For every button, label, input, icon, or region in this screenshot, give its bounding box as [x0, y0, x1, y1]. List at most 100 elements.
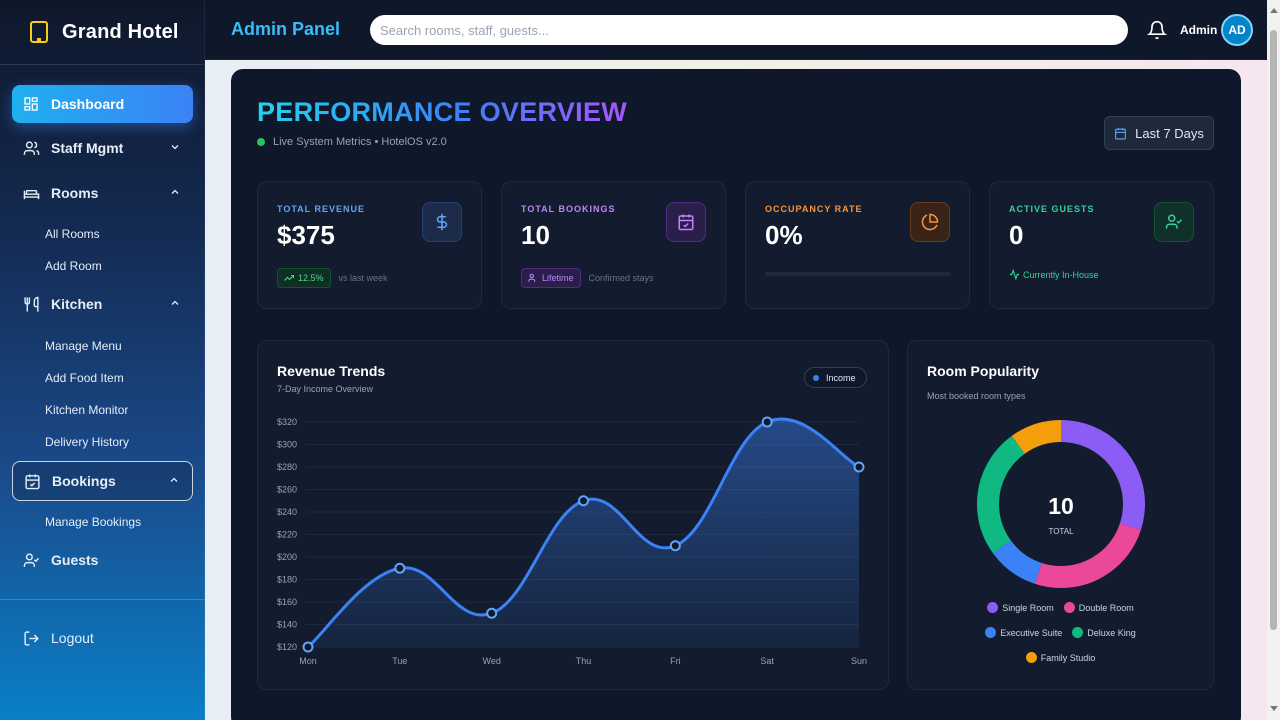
scroll-up-arrow-icon[interactable]	[1270, 8, 1278, 13]
sidebar-subitem-add-room[interactable]: Add Room	[45, 259, 102, 273]
y-tick-label: $260	[277, 485, 297, 495]
sidebar-item-label: Rooms	[51, 185, 99, 201]
stat-note: Confirmed stays	[588, 273, 654, 283]
legend-dot	[1063, 602, 1075, 613]
legend-dot	[1025, 652, 1037, 663]
chevron-up-icon	[171, 300, 179, 305]
page-title: Admin Panel	[231, 19, 341, 39]
stat-value: $375	[277, 220, 335, 250]
sidebar-subitem-add-food[interactable]: Add Food Item	[45, 371, 124, 385]
legend-label: Income	[826, 372, 856, 383]
legend-item[interactable]: Deluxe King	[1072, 627, 1136, 638]
trend-badge: 12.5%	[277, 268, 331, 288]
users-icon	[22, 139, 40, 157]
activity-icon	[1009, 269, 1020, 280]
income-area	[308, 419, 859, 647]
chart-legend[interactable]: Income	[804, 367, 867, 388]
logout-button[interactable]: Logout	[12, 619, 193, 657]
x-tick-label: Sun	[851, 656, 867, 666]
sidebar: Grand Hotel Dashboard Staff Mgmt Rooms A…	[0, 0, 205, 720]
legend-dot	[813, 374, 819, 381]
donut-center-label: TOTAL	[1048, 527, 1074, 536]
donut-slice	[977, 420, 1145, 588]
legend-item[interactable]: Executive Suite	[985, 627, 1062, 638]
scroll-thumb[interactable]	[1270, 30, 1277, 630]
stat-card-occupancy: OCCUPANCY RATE 0%	[745, 181, 970, 309]
revenue-chart-card: Revenue Trends 7-Day Income Overview Inc…	[257, 340, 889, 690]
popularity-chart-card: Room Popularity Most booked room types 1…	[907, 340, 1214, 690]
y-tick-label: $200	[277, 552, 297, 562]
legend-label: Executive Suite	[1000, 627, 1063, 638]
donut-slice	[977, 420, 1145, 588]
legend-dot	[985, 627, 997, 638]
search-input[interactable]	[370, 15, 1128, 45]
brand: Grand Hotel	[0, 0, 204, 65]
user-name: Admin	[1180, 23, 1218, 37]
stat-label: OCCUPANCY RATE	[765, 204, 863, 214]
chart-subtitle: 7-Day Income Overview	[277, 384, 374, 394]
sidebar-item-guests[interactable]: Guests	[12, 541, 193, 579]
calendar-check-icon	[666, 202, 706, 242]
pie-chart-icon	[910, 202, 950, 242]
chevron-up-icon	[171, 189, 179, 194]
revenue-chart: $320 $300 $280 $260 $240 $220 $200 $180 $160 $140…	[277, 416, 867, 666]
x-tick-label: Thu	[576, 656, 592, 666]
stat-card-bookings: TOTAL BOOKINGS 10 Lifetime Confirmed sta…	[501, 181, 726, 309]
sidebar-subitem-manage-bookings[interactable]: Manage Bookings	[45, 515, 142, 529]
overview-subtitle: Live System Metrics • HotelOS v2.0	[273, 136, 447, 148]
sidebar-item-staff[interactable]: Staff Mgmt	[12, 129, 193, 167]
stat-card-revenue: TOTAL REVENUE $375 12.5% vs last week	[257, 181, 482, 309]
brand-title: Grand Hotel	[62, 20, 179, 43]
x-tick-label: Wed	[482, 656, 500, 666]
y-tick-label: $160	[277, 597, 297, 607]
avatar[interactable]: AD	[1221, 14, 1253, 46]
donut-slice	[977, 420, 1145, 588]
hotel-icon	[28, 20, 50, 44]
legend-item[interactable]: Family Studio	[1025, 652, 1095, 663]
sidebar-subitem-all-rooms[interactable]: All Rooms	[45, 227, 100, 241]
x-tick-label: Fri	[670, 656, 681, 666]
data-point	[302, 641, 314, 653]
legend-dot	[987, 602, 999, 613]
sidebar-subitem-manage-menu[interactable]: Manage Menu	[45, 339, 122, 353]
trend-value: 12.5%	[298, 273, 324, 283]
legend-item[interactable]: Single Room	[987, 602, 1054, 613]
date-range-button[interactable]: Last 7 Days	[1104, 116, 1214, 150]
sidebar-subitem-delivery-history[interactable]: Delivery History	[45, 435, 130, 449]
data-point	[761, 416, 773, 428]
legend-item[interactable]: Double Room	[1063, 602, 1134, 613]
sidebar-item-dashboard[interactable]: Dashboard	[12, 85, 193, 123]
scrollbar[interactable]	[1267, 0, 1280, 720]
sidebar-item-label: Kitchen	[51, 296, 103, 312]
badge-label: Lifetime	[542, 273, 574, 283]
y-tick-label: $180	[277, 575, 297, 585]
chevron-down-icon	[171, 145, 179, 150]
stat-note: vs last week	[338, 273, 388, 283]
sidebar-item-kitchen[interactable]: Kitchen	[12, 285, 193, 323]
sidebar-item-bookings[interactable]: Bookings	[12, 461, 193, 501]
data-point	[394, 562, 406, 574]
y-tick-label: $320	[277, 417, 297, 427]
trending-up-icon	[284, 274, 294, 281]
sidebar-subitem-kitchen-monitor[interactable]: Kitchen Monitor	[45, 403, 129, 417]
scroll-down-arrow-icon[interactable]	[1270, 706, 1278, 711]
users-icon	[528, 273, 536, 282]
stat-footer: 12.5% vs last week	[277, 268, 388, 288]
utensils-icon	[22, 295, 40, 313]
stat-value: 0	[1009, 220, 1024, 250]
y-tick-label: $240	[277, 507, 297, 517]
stat-label: TOTAL BOOKINGS	[521, 204, 616, 214]
data-point	[853, 461, 865, 473]
logout-icon	[22, 629, 40, 647]
live-status: Live System Metrics • HotelOS v2.0	[257, 136, 447, 148]
stat-label: ACTIVE GUESTS	[1009, 204, 1095, 214]
chevron-up-icon	[170, 477, 178, 482]
legend-label: Deluxe King	[1087, 627, 1136, 638]
y-tick-label: $140	[277, 620, 297, 630]
calendar-icon	[1115, 127, 1127, 139]
x-tick-label: Sat	[760, 656, 774, 666]
popularity-donut-chart: 10 TOTAL	[977, 420, 1145, 588]
sidebar-item-rooms[interactable]: Rooms	[12, 174, 193, 212]
sidebar-divider	[0, 599, 205, 600]
bell-icon[interactable]	[1147, 20, 1167, 40]
